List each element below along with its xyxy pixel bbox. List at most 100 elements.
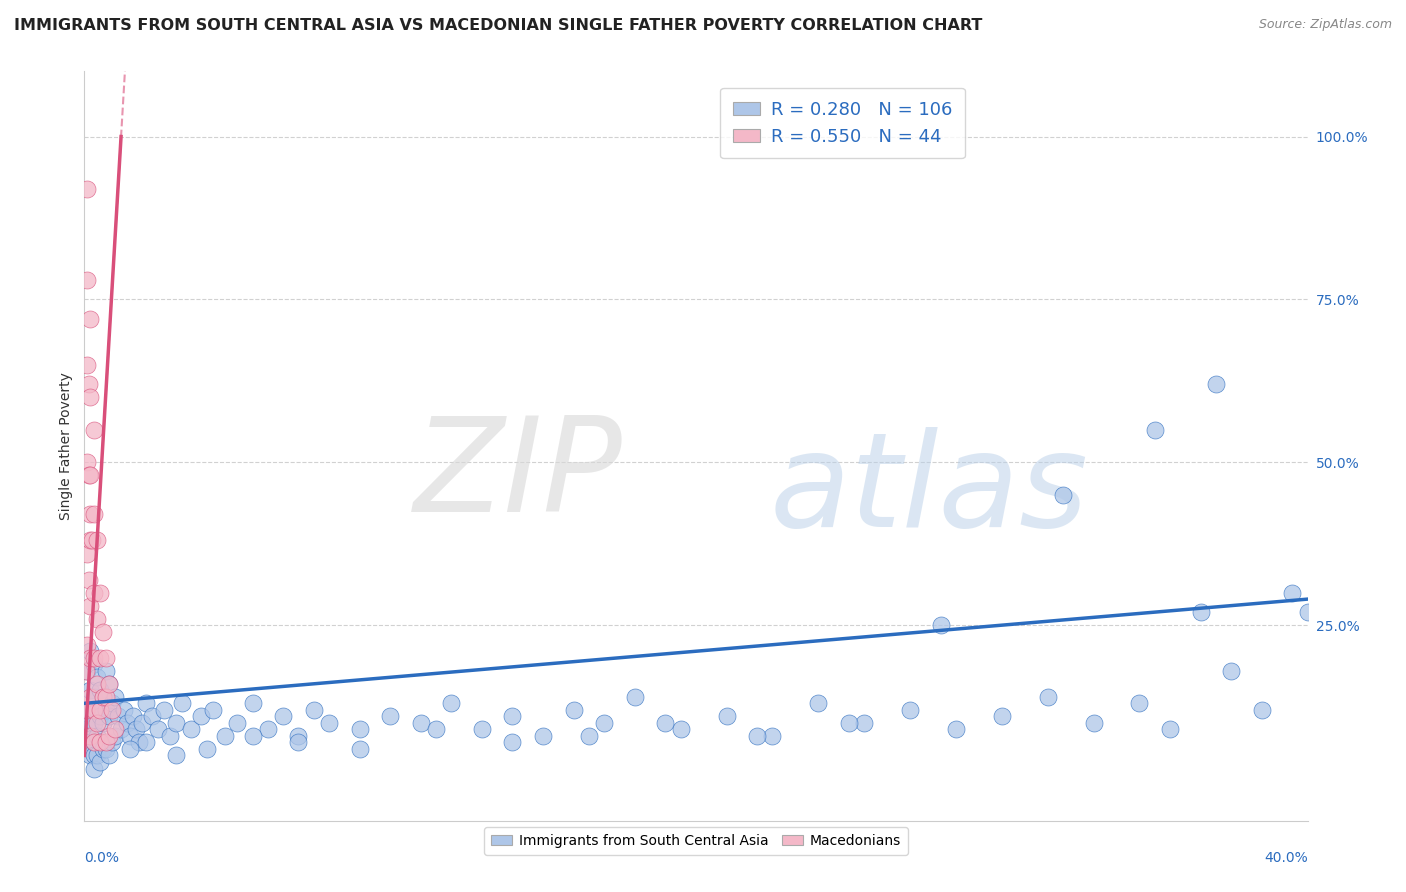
Point	[242, 729, 264, 743]
Point	[624, 690, 647, 704]
Point	[94, 703, 117, 717]
Point	[1281, 585, 1303, 599]
Point	[125, 723, 148, 737]
Point	[929, 618, 952, 632]
Point	[79, 735, 101, 749]
Point	[89, 709, 111, 723]
Point	[86, 703, 108, 717]
Point	[838, 715, 860, 730]
Point	[1036, 690, 1059, 704]
Point	[1205, 377, 1227, 392]
Point	[201, 703, 224, 717]
Point	[1083, 715, 1105, 730]
Point	[257, 723, 280, 737]
Point	[141, 709, 163, 723]
Point	[86, 533, 108, 548]
Point	[135, 697, 157, 711]
Point	[79, 748, 101, 763]
Point	[77, 573, 100, 587]
Point	[131, 715, 153, 730]
Point	[104, 723, 127, 737]
Point	[77, 377, 100, 392]
Point	[86, 670, 108, 684]
Point	[89, 683, 111, 698]
Point	[83, 762, 105, 776]
Point	[425, 723, 447, 737]
Point	[79, 468, 101, 483]
Point	[115, 715, 138, 730]
Point	[76, 273, 98, 287]
Point	[104, 729, 127, 743]
Point	[83, 735, 105, 749]
Point	[654, 715, 676, 730]
Point	[302, 703, 325, 717]
Point	[75, 664, 97, 678]
Point	[165, 748, 187, 763]
Point	[1250, 703, 1272, 717]
Point	[120, 729, 142, 743]
Point	[76, 703, 98, 717]
Point	[502, 735, 524, 749]
Point	[89, 585, 111, 599]
Point	[79, 312, 101, 326]
Point	[165, 715, 187, 730]
Point	[79, 599, 101, 613]
Point	[180, 723, 202, 737]
Point	[83, 690, 105, 704]
Point	[79, 650, 101, 665]
Point	[349, 742, 371, 756]
Point	[83, 735, 105, 749]
Point	[991, 709, 1014, 723]
Text: atlas: atlas	[769, 427, 1088, 555]
Point	[94, 690, 117, 704]
Point	[578, 729, 600, 743]
Point	[104, 690, 127, 704]
Text: ZIP: ZIP	[413, 412, 623, 540]
Point	[76, 547, 98, 561]
Point	[83, 748, 105, 763]
Point	[1159, 723, 1181, 737]
Point	[97, 677, 120, 691]
Point	[122, 709, 145, 723]
Point	[531, 729, 554, 743]
Point	[83, 703, 105, 717]
Point	[76, 455, 98, 469]
Point	[146, 723, 169, 737]
Point	[91, 742, 114, 756]
Point	[89, 650, 111, 665]
Point	[86, 748, 108, 763]
Point	[440, 697, 463, 711]
Point	[89, 735, 111, 749]
Point	[83, 715, 105, 730]
Point	[94, 742, 117, 756]
Point	[214, 729, 236, 743]
Point	[76, 358, 98, 372]
Point	[79, 508, 101, 522]
Point	[89, 703, 111, 717]
Point	[110, 723, 132, 737]
Point	[83, 423, 105, 437]
Point	[79, 533, 101, 548]
Point	[287, 735, 309, 749]
Point	[101, 703, 124, 717]
Point	[91, 690, 114, 704]
Point	[89, 735, 111, 749]
Point	[593, 715, 616, 730]
Point	[76, 181, 98, 195]
Point	[669, 723, 692, 737]
Point	[1189, 605, 1212, 619]
Point	[94, 664, 117, 678]
Point	[807, 697, 830, 711]
Point	[153, 703, 176, 717]
Y-axis label: Single Father Poverty: Single Father Poverty	[59, 372, 73, 520]
Point	[716, 709, 738, 723]
Point	[79, 390, 101, 404]
Point	[101, 735, 124, 749]
Point	[1220, 664, 1243, 678]
Point	[287, 729, 309, 743]
Point	[112, 703, 135, 717]
Point	[159, 729, 181, 743]
Point	[91, 690, 114, 704]
Point	[76, 664, 98, 678]
Point	[242, 697, 264, 711]
